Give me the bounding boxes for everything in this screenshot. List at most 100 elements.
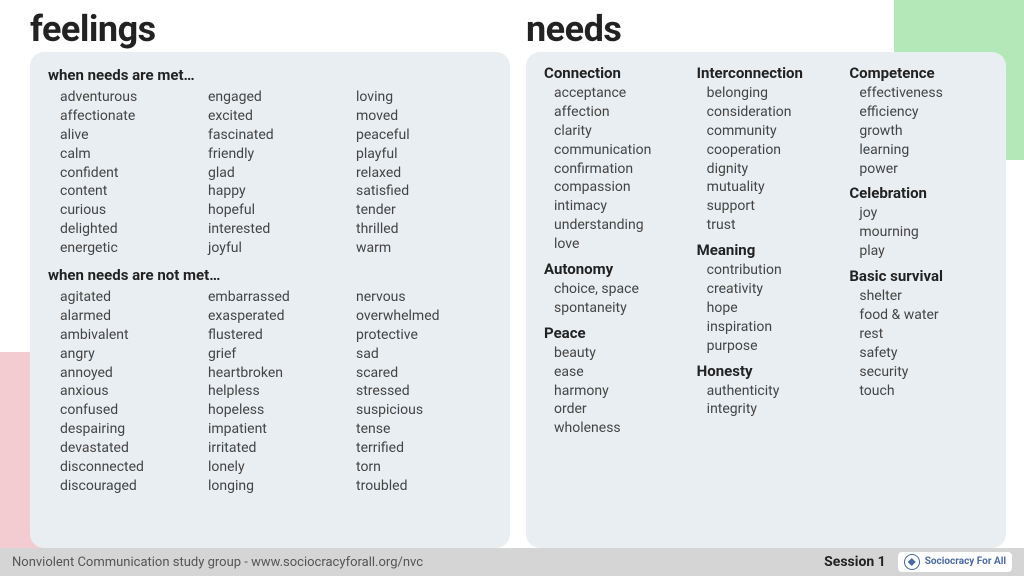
- list-item: discouraged: [60, 477, 196, 496]
- list-item: spontaneity: [554, 299, 683, 318]
- list-item: relaxed: [356, 164, 492, 183]
- list-item: inspiration: [707, 318, 836, 337]
- needs-column: Interconnection belongingconsiderationcom…: [697, 64, 836, 444]
- feelings-title: feelings: [30, 8, 510, 50]
- list-item: energetic: [60, 239, 196, 258]
- word-column: engagedexcitedfascinatedfriendlygladhapp…: [208, 88, 344, 258]
- category-heading: Connection: [544, 64, 683, 82]
- list-item: terrified: [356, 439, 492, 458]
- category-heading: Interconnection: [697, 64, 836, 82]
- list-item: thrilled: [356, 220, 492, 239]
- category-list: effectivenessefficiencygrowthlearningpow…: [849, 84, 988, 178]
- list-item: integrity: [707, 400, 836, 419]
- list-item: joy: [859, 204, 988, 223]
- list-item: choice, space: [554, 280, 683, 299]
- feelings-unmet-columns: agitatedalarmedambivalentangryannoyedanx…: [48, 288, 492, 496]
- logo-text: Sociocracy For All: [925, 557, 1006, 567]
- sociocracy-logo: Sociocracy For All: [898, 552, 1012, 572]
- category-list: belongingconsiderationcommunitycooperati…: [697, 84, 836, 235]
- session-label: Session 1: [824, 554, 886, 570]
- list-item: authenticity: [707, 382, 836, 401]
- list-item: friendly: [208, 145, 344, 164]
- list-item: loving: [356, 88, 492, 107]
- list-item: dignity: [707, 160, 836, 179]
- feelings-card: when needs are met… adventurousaffection…: [30, 52, 510, 548]
- list-item: creativity: [707, 280, 836, 299]
- category-heading: Autonomy: [544, 260, 683, 278]
- list-item: effectiveness: [859, 84, 988, 103]
- list-item: fascinated: [208, 126, 344, 145]
- list-item: contribution: [707, 261, 836, 280]
- list-item: efficiency: [859, 103, 988, 122]
- list-item: understanding: [554, 216, 683, 235]
- list-item: protective: [356, 326, 492, 345]
- list-item: impatient: [208, 420, 344, 439]
- word-column: agitatedalarmedambivalentangryannoyedanx…: [60, 288, 196, 496]
- list-item: community: [707, 122, 836, 141]
- category-list: authenticityintegrity: [697, 382, 836, 420]
- footer-bar: Nonviolent Communication study group - w…: [0, 548, 1024, 576]
- list-item: consideration: [707, 103, 836, 122]
- needs-panel: needs Connectionacceptanceaffectionclari…: [526, 8, 1006, 548]
- list-item: ease: [554, 363, 683, 382]
- word-column: nervousoverwhelmedprotectivesadscaredstr…: [356, 288, 492, 496]
- list-item: play: [859, 242, 988, 261]
- list-item: excited: [208, 107, 344, 126]
- category-heading: Peace: [544, 324, 683, 342]
- list-item: stressed: [356, 382, 492, 401]
- list-item: love: [554, 235, 683, 254]
- list-item: hopeless: [208, 401, 344, 420]
- list-item: confirmation: [554, 160, 683, 179]
- category-heading: Basic survival: [849, 267, 988, 285]
- list-item: security: [859, 363, 988, 382]
- needs-columns: Connectionacceptanceaffectionclaritycomm…: [544, 64, 988, 444]
- list-item: agitated: [60, 288, 196, 307]
- list-item: angry: [60, 345, 196, 364]
- list-item: intimacy: [554, 197, 683, 216]
- list-item: interested: [208, 220, 344, 239]
- list-item: cooperation: [707, 141, 836, 160]
- needs-title: needs: [526, 8, 1006, 50]
- list-item: tense: [356, 420, 492, 439]
- list-item: order: [554, 400, 683, 419]
- list-item: confused: [60, 401, 196, 420]
- list-item: content: [60, 182, 196, 201]
- list-item: safety: [859, 344, 988, 363]
- list-item: purpose: [707, 337, 836, 356]
- category-heading: Competence: [849, 64, 988, 82]
- list-item: nervous: [356, 288, 492, 307]
- list-item: belonging: [707, 84, 836, 103]
- list-item: tender: [356, 201, 492, 220]
- list-item: helpless: [208, 382, 344, 401]
- list-item: exasperated: [208, 307, 344, 326]
- list-item: embarrassed: [208, 288, 344, 307]
- list-item: playful: [356, 145, 492, 164]
- list-item: hope: [707, 299, 836, 318]
- list-item: harmony: [554, 382, 683, 401]
- list-item: devastated: [60, 439, 196, 458]
- list-item: mutuality: [707, 178, 836, 197]
- list-item: ambivalent: [60, 326, 196, 345]
- list-item: disconnected: [60, 458, 196, 477]
- list-item: torn: [356, 458, 492, 477]
- list-item: happy: [208, 182, 344, 201]
- feelings-met-heading: when needs are met…: [48, 66, 492, 84]
- word-column: lovingmovedpeacefulplayfulrelaxedsatisfi…: [356, 88, 492, 258]
- list-item: adventurous: [60, 88, 196, 107]
- category-list: choice, spacespontaneity: [544, 280, 683, 318]
- list-item: longing: [208, 477, 344, 496]
- list-item: overwhelmed: [356, 307, 492, 326]
- list-item: mourning: [859, 223, 988, 242]
- list-item: satisfied: [356, 182, 492, 201]
- list-item: support: [707, 197, 836, 216]
- footer-text: Nonviolent Communication study group - w…: [12, 555, 824, 570]
- category-list: contributioncreativityhopeinspirationpur…: [697, 261, 836, 355]
- word-column: embarrassedexasperatedflusteredgriefhear…: [208, 288, 344, 496]
- needs-card: Connectionacceptanceaffectionclaritycomm…: [526, 52, 1006, 548]
- list-item: moved: [356, 107, 492, 126]
- category-heading: Honesty: [697, 362, 836, 380]
- list-item: communication: [554, 141, 683, 160]
- list-item: warm: [356, 239, 492, 258]
- list-item: affection: [554, 103, 683, 122]
- list-item: food & water: [859, 306, 988, 325]
